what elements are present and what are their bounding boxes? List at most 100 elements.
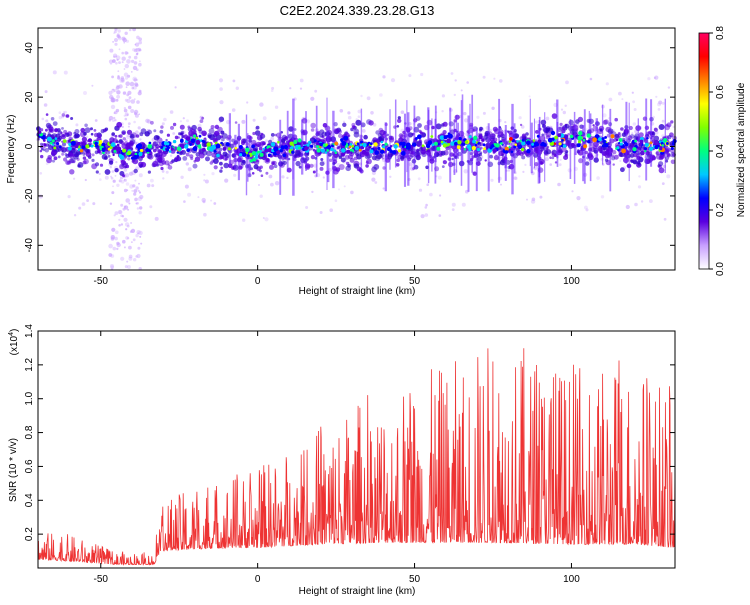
- speckle-mark: [382, 187, 385, 190]
- speckle-mark: [637, 185, 642, 189]
- band-mark: [476, 156, 482, 162]
- noise-column-mark: [128, 55, 132, 59]
- colorbar: 0.0 0.2 0.4 0.6 0.8 Normalized spectral ampl…: [698, 26, 747, 276]
- speckle-mark: [310, 96, 315, 101]
- speckle-mark: [197, 123, 202, 128]
- noise-column-mark: [124, 117, 128, 121]
- noise-column-mark: [114, 38, 118, 42]
- core-mark: [238, 145, 243, 149]
- band-mark: [208, 128, 215, 134]
- band-mark: [453, 119, 457, 123]
- speckle-mark: [203, 173, 206, 176]
- band-mark: [255, 125, 260, 130]
- band-mark: [158, 151, 164, 156]
- speckle-mark: [463, 169, 468, 174]
- snr-ticks: -50 0 50 100 0.2 0.4 0.6 0.8 1.0 1.2 1.4: [24, 324, 675, 585]
- core-mark: [283, 144, 288, 150]
- speckle-mark: [357, 109, 362, 114]
- core-mark: [437, 143, 440, 146]
- band-mark: [545, 147, 549, 151]
- band-mark: [366, 158, 372, 165]
- speckle-mark: [262, 116, 267, 121]
- noise-column-mark: [114, 211, 119, 216]
- band-mark: [49, 128, 54, 133]
- core-mark: [648, 146, 654, 151]
- speckle-mark: [78, 206, 82, 210]
- core-mark: [102, 151, 105, 155]
- band-mark: [620, 167, 625, 173]
- core-mark: [532, 139, 536, 142]
- core-mark: [193, 134, 197, 138]
- speckle-mark: [262, 217, 265, 219]
- band-mark: [69, 152, 74, 157]
- speckle-mark: [41, 117, 45, 121]
- core-mark: [483, 147, 486, 151]
- core-mark: [349, 143, 353, 146]
- speckle-mark: [86, 199, 89, 203]
- speckle-mark: [500, 183, 502, 186]
- noise-column-mark: [126, 98, 131, 104]
- core-mark: [346, 149, 351, 154]
- core-mark: [521, 141, 526, 146]
- band-mark: [189, 127, 194, 131]
- speckle-mark: [366, 96, 371, 101]
- speckle-mark: [64, 110, 67, 114]
- speckle-mark: [73, 177, 76, 180]
- band-mark: [122, 174, 126, 178]
- band-mark: [269, 164, 274, 170]
- band-mark: [312, 170, 316, 174]
- speckle-mark: [347, 111, 351, 115]
- noise-column-mark: [138, 62, 142, 67]
- band-mark: [310, 122, 317, 129]
- speckle-mark: [219, 87, 223, 91]
- core-mark: [646, 137, 649, 140]
- speckle-mark: [625, 204, 630, 210]
- core-mark: [615, 147, 618, 150]
- core-mark: [492, 148, 497, 153]
- band-mark: [442, 160, 447, 165]
- core-mark: [190, 138, 196, 144]
- noise-column-mark: [114, 175, 117, 177]
- band-mark: [45, 143, 50, 147]
- speckle-mark: [271, 86, 275, 90]
- band-mark: [218, 116, 225, 122]
- speckle-mark: [169, 154, 173, 157]
- core-mark: [214, 141, 218, 145]
- band-mark: [371, 155, 377, 161]
- y-tick-label: 0: [24, 143, 35, 149]
- x-tick-label: -50: [94, 276, 109, 287]
- band-mark: [620, 127, 624, 131]
- band-mark: [539, 146, 545, 152]
- band-mark: [159, 129, 164, 134]
- core-mark: [391, 150, 397, 155]
- core-mark: [220, 141, 224, 145]
- core-mark: [592, 137, 597, 143]
- core-mark: [234, 146, 238, 150]
- band-mark: [670, 159, 676, 165]
- core-mark: [67, 146, 72, 151]
- band-mark: [172, 122, 177, 127]
- noise-column-mark: [137, 232, 139, 235]
- speckle-mark: [259, 102, 264, 107]
- core-mark: [504, 150, 509, 154]
- noise-column-mark: [120, 223, 124, 226]
- band-mark: [77, 164, 81, 168]
- noise-column-mark: [129, 28, 132, 32]
- noise-column-mark: [128, 254, 133, 259]
- band-mark: [454, 114, 460, 120]
- noise-column-mark: [138, 40, 142, 45]
- speckle-mark: [149, 205, 153, 209]
- noise-column-mark: [138, 191, 142, 194]
- noise-column-mark: [110, 176, 114, 180]
- band-mark: [353, 156, 358, 161]
- speckle-mark: [602, 113, 607, 118]
- band-mark: [201, 130, 207, 137]
- speckle-mark: [489, 128, 492, 132]
- band-mark: [143, 144, 147, 149]
- noise-column-mark: [112, 88, 114, 91]
- noise-column-mark: [115, 98, 119, 102]
- band-mark: [104, 127, 109, 131]
- noise-column-mark: [118, 48, 121, 51]
- core-mark: [583, 144, 588, 149]
- core-mark: [282, 153, 287, 157]
